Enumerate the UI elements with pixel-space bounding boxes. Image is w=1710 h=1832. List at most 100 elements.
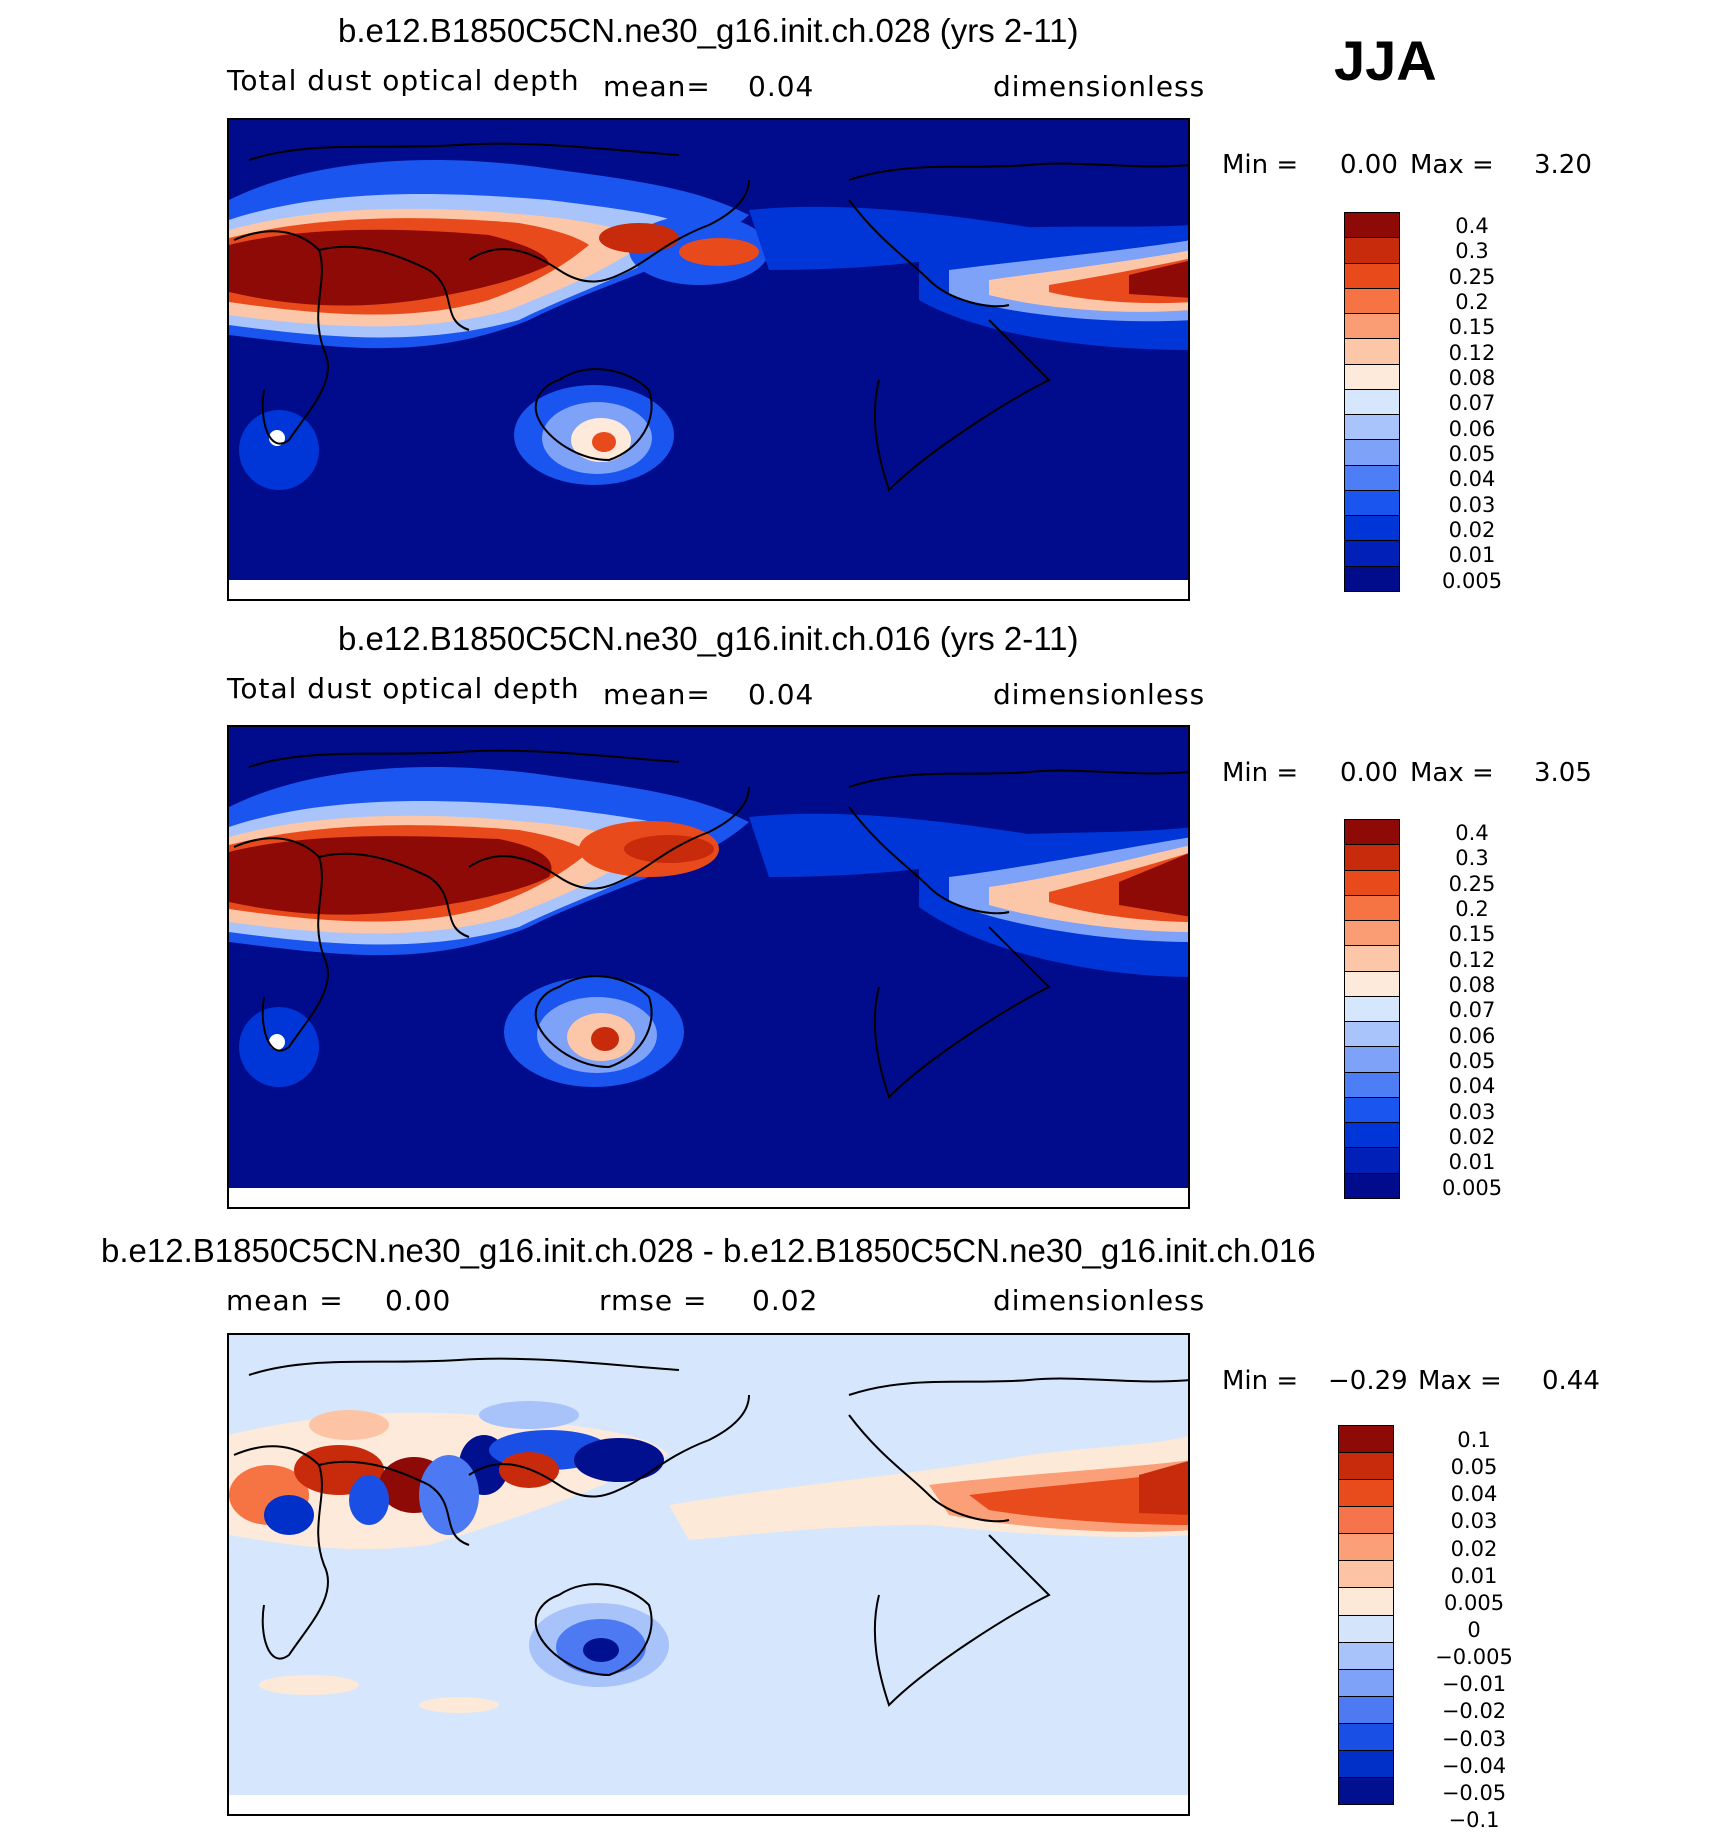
colorbar-tick-label: 0.12 xyxy=(1448,340,1496,365)
colorbar-swatch xyxy=(1345,516,1399,542)
colorbar-swatch xyxy=(1345,364,1399,390)
colorbar-tick-label: 0.3 xyxy=(1455,239,1489,264)
colorbar-swatch xyxy=(1339,1453,1393,1481)
colorbar-swatch xyxy=(1339,1750,1393,1779)
colorbar-tick-label: 0.005 xyxy=(1443,1590,1505,1615)
colorbar-swatch xyxy=(1345,566,1399,591)
colorbar-tick-label: 0.06 xyxy=(1448,416,1496,441)
panel-1-map xyxy=(227,118,1190,601)
panel-1-min-value: 0.00 xyxy=(1340,150,1398,180)
panel-3-mean-label: mean = xyxy=(226,1284,344,1317)
colorbar-tick-label: 0.07 xyxy=(1448,998,1496,1023)
panel-1-colorbar xyxy=(1344,212,1400,592)
colorbar-tick-label: 0.4 xyxy=(1455,820,1489,845)
colorbar-tick-label: 0.02 xyxy=(1448,1124,1496,1149)
colorbar-swatch xyxy=(1339,1588,1393,1616)
panel-3-colorbar-labels: 0.1 0.05 0.04 0.03 0.02 0.01 0.005 0 −0.005 −0.01… xyxy=(1404,1425,1544,1832)
colorbar-swatch xyxy=(1339,1480,1393,1508)
panel-3-units: dimensionless xyxy=(993,1284,1206,1317)
colorbar-tick-label: 0.03 xyxy=(1448,492,1496,517)
colorbar-tick-label: 0.1 xyxy=(1457,1427,1491,1452)
colorbar-swatch xyxy=(1345,314,1399,340)
colorbar-tick-label: −0.01 xyxy=(1441,1672,1507,1697)
colorbar-swatch xyxy=(1345,1047,1399,1073)
colorbar-swatch xyxy=(1339,1696,1393,1724)
colorbar-swatch xyxy=(1345,415,1399,441)
colorbar-tick-label: 0.02 xyxy=(1448,517,1496,542)
colorbar-tick-label: 0.03 xyxy=(1448,1099,1496,1124)
colorbar-tick-label: 0.01 xyxy=(1450,1563,1498,1588)
colorbar-swatch xyxy=(1339,1642,1393,1670)
colorbar-tick-label: 0.005 xyxy=(1441,568,1503,593)
colorbar-tick-label: −0.005 xyxy=(1435,1645,1513,1670)
colorbar-swatch xyxy=(1345,490,1399,517)
colorbar-tick-label: 0.15 xyxy=(1448,922,1496,947)
colorbar-tick-label: 0.4 xyxy=(1455,213,1489,238)
panel-3-max-label: Max = xyxy=(1418,1366,1502,1396)
colorbar-swatch xyxy=(1339,1534,1393,1562)
colorbar-tick-label: 0.15 xyxy=(1448,315,1496,340)
colorbar-tick-label: 0.08 xyxy=(1448,365,1496,390)
panel-3-rmse-value: 0.02 xyxy=(752,1284,819,1317)
colorbar-swatch xyxy=(1345,1072,1399,1098)
colorbar-tick-label: 0.3 xyxy=(1455,846,1489,871)
colorbar-swatch xyxy=(1345,946,1399,972)
colorbar-swatch xyxy=(1345,921,1399,947)
colorbar-tick-label: −0.03 xyxy=(1441,1726,1507,1751)
panel-2-max-label: Max = xyxy=(1410,758,1494,788)
colorbar-tick-label: 0.25 xyxy=(1448,871,1496,896)
panel-2-mean-value: 0.04 xyxy=(748,678,815,711)
panel-2-min-label: Min = xyxy=(1222,758,1299,788)
colorbar-swatch xyxy=(1345,339,1399,365)
colorbar-tick-label: 0.04 xyxy=(1448,1074,1496,1099)
colorbar-tick-label: 0.05 xyxy=(1448,1048,1496,1073)
panel-2-max-value: 3.05 xyxy=(1534,758,1592,788)
colorbar-swatch xyxy=(1345,1148,1399,1174)
panel-3-min-value: −0.29 xyxy=(1328,1366,1408,1396)
colorbar-tick-label: 0.08 xyxy=(1448,972,1496,997)
season-label: JJA xyxy=(1334,29,1437,92)
panel-2-colorbar-labels: 0.4 0.3 0.25 0.2 0.15 0.12 0.08 0.07 0.06 0.05 0.0… xyxy=(1412,819,1532,1200)
colorbar-swatch xyxy=(1339,1615,1393,1643)
colorbar-swatch xyxy=(1345,1123,1399,1149)
colorbar-swatch xyxy=(1345,541,1399,567)
colorbar-tick-label: 0.05 xyxy=(1448,441,1496,466)
colorbar-swatch xyxy=(1345,465,1399,491)
colorbar-swatch xyxy=(1345,213,1399,239)
panel-1-colorbar-labels: 0.4 0.3 0.25 0.2 0.15 0.12 0.08 0.07 0.06 0.05 0.0… xyxy=(1412,212,1532,593)
panel-2-mean-label: mean= xyxy=(603,678,711,711)
colorbar-tick-label: 0.07 xyxy=(1448,391,1496,416)
colorbar-swatch xyxy=(1345,820,1399,846)
colorbar-tick-label: −0.1 xyxy=(1448,1807,1500,1832)
panel-3-max-value: 0.44 xyxy=(1542,1366,1600,1396)
colorbar-swatch xyxy=(1345,1173,1399,1198)
colorbar-swatch xyxy=(1345,238,1399,264)
colorbar-tick-label: 0.05 xyxy=(1450,1455,1498,1480)
colorbar-tick-label: 0 xyxy=(1467,1617,1481,1642)
panel-2-colorbar xyxy=(1344,819,1400,1199)
colorbar-tick-label: 0.005 xyxy=(1441,1175,1503,1200)
colorbar-swatch xyxy=(1345,263,1399,289)
panel-1-units: dimensionless xyxy=(993,70,1206,103)
colorbar-tick-label: 0.04 xyxy=(1450,1482,1498,1507)
colorbar-swatch xyxy=(1345,971,1399,997)
panel-1-min-label: Min = xyxy=(1222,150,1299,180)
colorbar-tick-label: 0.2 xyxy=(1455,896,1489,921)
colorbar-swatch xyxy=(1339,1561,1393,1589)
panel-2-min-value: 0.00 xyxy=(1340,758,1398,788)
colorbar-tick-label: 0.01 xyxy=(1448,543,1496,568)
colorbar-tick-label: −0.05 xyxy=(1441,1780,1507,1805)
panel-3-mean-value: 0.00 xyxy=(385,1284,452,1317)
colorbar-tick-label: 0.25 xyxy=(1448,264,1496,289)
panel-3-min-label: Min = xyxy=(1222,1366,1299,1396)
colorbar-tick-label: −0.04 xyxy=(1441,1753,1507,1778)
colorbar-swatch xyxy=(1345,845,1399,871)
colorbar-tick-label: 0.12 xyxy=(1448,947,1496,972)
colorbar-swatch xyxy=(1345,389,1399,416)
panel-1-title: b.e12.B1850C5CN.ne30_g16.init.ch.028 (yr… xyxy=(338,12,1079,49)
colorbar-tick-label: −0.02 xyxy=(1441,1699,1507,1724)
colorbar-swatch xyxy=(1339,1669,1393,1697)
colorbar-swatch xyxy=(1339,1426,1393,1454)
colorbar-tick-label: 0.06 xyxy=(1448,1023,1496,1048)
panel-1-max-value: 3.20 xyxy=(1534,150,1592,180)
